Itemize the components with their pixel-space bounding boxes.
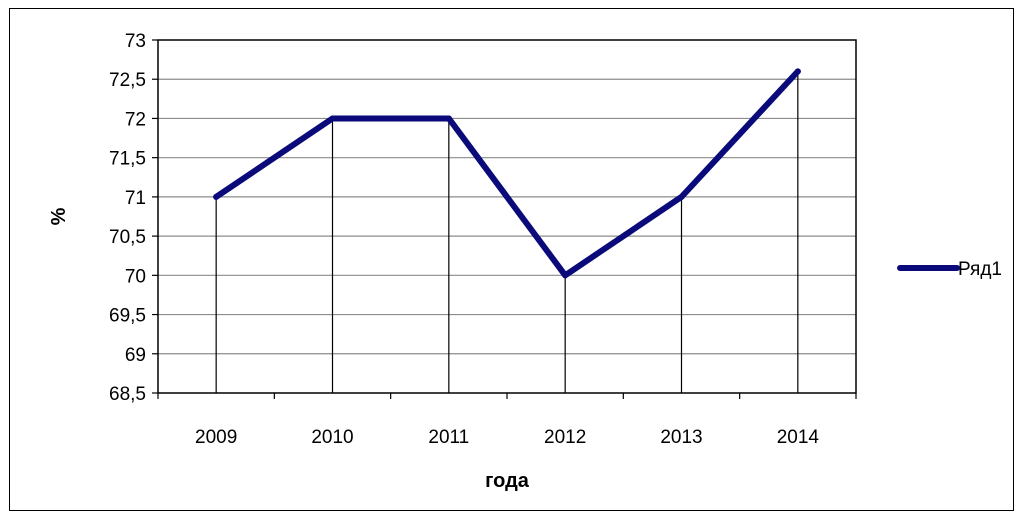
- series-line-ryad1: [213, 68, 801, 279]
- data-point: [678, 193, 685, 200]
- x-axis-title: года: [485, 470, 530, 492]
- data-point: [213, 193, 220, 200]
- x-tick-label: 2013: [660, 427, 702, 448]
- x-tick-label: 2009: [195, 427, 237, 448]
- y-tick-label: 71,5: [109, 149, 146, 170]
- legend: Ряд1: [897, 259, 1002, 280]
- data-point: [329, 115, 336, 122]
- plot-area: [157, 39, 857, 394]
- x-tick-label: 2010: [311, 427, 353, 448]
- y-tick-label: 69,5: [109, 306, 146, 327]
- y-tick-label: 70,5: [109, 227, 146, 248]
- y-tick-label: 69: [125, 345, 146, 366]
- y-axis-title: %: [48, 207, 70, 225]
- x-axis-ticks: 2009 2010 2011 2012 2013 2014: [157, 393, 857, 448]
- x-tick-label: 2011: [428, 427, 469, 448]
- chart-frame: 68,5 69 69,5 70 70,5 71 71,5 72 72,5 73 2009 2010 2…: [9, 8, 1014, 511]
- y-axis-ticks: 68,5 69 69,5 70 70,5 71 71,5 72 72,5 73: [109, 31, 158, 405]
- y-tick-label: 72: [125, 109, 146, 130]
- y-tick-label: 72,5: [109, 70, 146, 91]
- y-tick-label: 73: [125, 31, 146, 52]
- data-point: [562, 272, 569, 279]
- data-point: [794, 68, 801, 75]
- y-tick-label: 68,5: [109, 384, 146, 405]
- x-tick-label: 2014: [777, 427, 820, 448]
- x-tick-label: 2012: [544, 427, 586, 448]
- drop-lines: [215, 71, 799, 393]
- series-layer: [213, 68, 801, 279]
- y-tick-label: 70: [125, 266, 146, 287]
- legend-label-ryad1: Ряд1: [958, 259, 1002, 280]
- data-point: [445, 115, 452, 122]
- y-tick-label: 71: [125, 188, 146, 209]
